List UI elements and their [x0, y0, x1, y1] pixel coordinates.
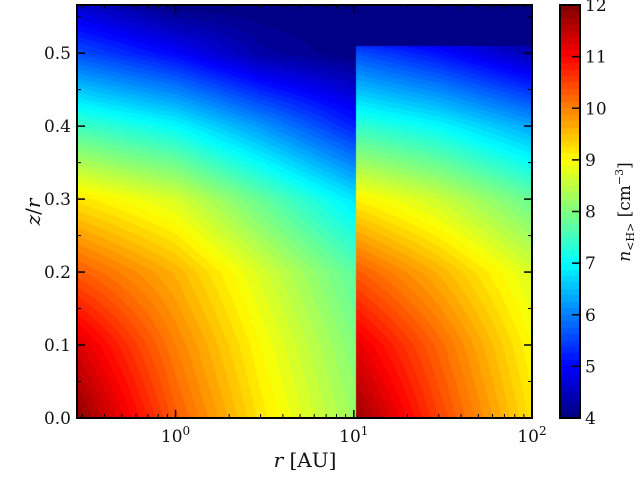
y-tick-label: 0.1 — [44, 336, 71, 356]
y-tick-label: 0.2 — [44, 263, 71, 283]
colorbar-tick-label: 9 — [585, 151, 596, 171]
colorbar-tick-label: 8 — [585, 203, 596, 223]
colorbar-tick-label: 6 — [585, 306, 596, 326]
colorbar-label: n<H> [cm−3] — [613, 162, 637, 262]
y-axis-label: z/r — [21, 197, 45, 226]
x-tick-label: 101 — [339, 424, 368, 447]
y-tick-label: 0.3 — [44, 190, 71, 210]
y-tick-label: 0.5 — [44, 44, 71, 64]
y-tick-label: 0.4 — [44, 117, 71, 137]
x-axis-label: r [AU] — [274, 448, 337, 472]
x-tick-label: 102 — [517, 424, 546, 447]
colorbar-tick-label: 4 — [585, 409, 596, 429]
colorbar-tick-label: 11 — [585, 48, 607, 68]
density-heatmap — [77, 5, 532, 418]
colorbar-tick-label: 12 — [585, 0, 607, 16]
x-tick-label: 100 — [161, 424, 190, 447]
y-tick-label: 0.0 — [44, 409, 71, 429]
colorbar-tick-label: 10 — [585, 99, 607, 119]
colorbar-tick-label: 7 — [585, 254, 596, 274]
plot-frame — [76, 4, 533, 419]
colorbar-tick-label: 5 — [585, 357, 596, 377]
